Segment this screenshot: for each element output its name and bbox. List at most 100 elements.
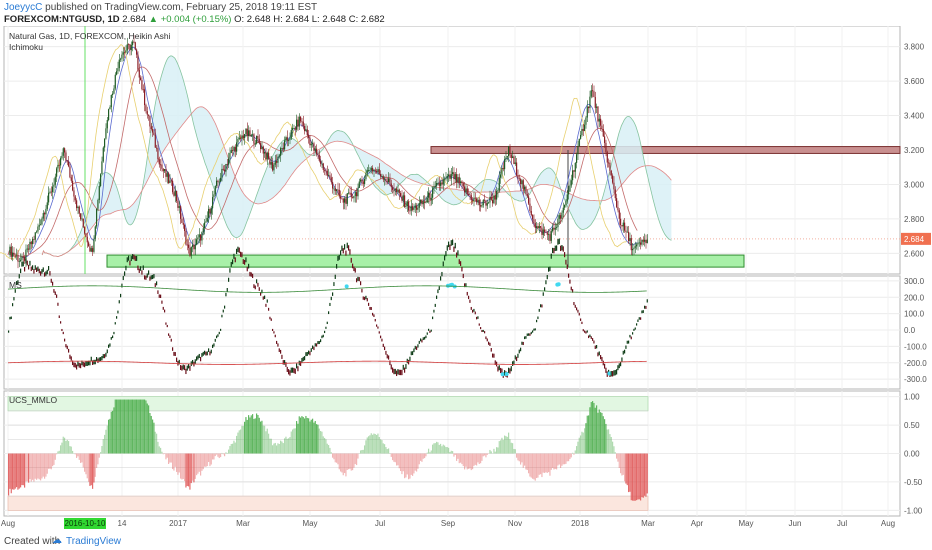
- mmlo-bar-negative: [93, 453, 95, 483]
- bear-candle: [560, 215, 562, 219]
- ms-bar-down: [640, 317, 642, 320]
- tradingview-logo-icon[interactable]: ☁: [52, 535, 62, 546]
- mmlo-bar-negative: [84, 453, 86, 472]
- bull-candle: [576, 154, 578, 163]
- time-tick-label: Nov: [508, 519, 522, 528]
- ms-bar-up: [220, 328, 222, 331]
- ms-bar-up: [42, 267, 44, 272]
- ms-bar-up: [101, 356, 103, 361]
- ms-bar-up: [418, 340, 420, 344]
- ms-tick-label: -200.0: [904, 359, 927, 368]
- mmlo-bar-negative: [54, 453, 56, 460]
- ms-bar-down: [601, 356, 603, 362]
- mmlo-bar-negative: [410, 453, 412, 475]
- bull-candle: [432, 188, 434, 198]
- ms-bar-up: [314, 343, 316, 347]
- ms-bar-down: [565, 259, 567, 265]
- ms-bar-up: [94, 359, 96, 365]
- ms-bar-down: [488, 341, 490, 345]
- bear-candle: [146, 111, 148, 115]
- ms-bar-up: [636, 323, 638, 326]
- tradingview-brand[interactable]: TradingView: [66, 536, 122, 547]
- mmlo-bar-positive: [296, 421, 298, 454]
- bear-candle: [441, 182, 443, 185]
- ms-bar-up: [256, 279, 258, 284]
- bear-candle: [168, 173, 170, 184]
- bull-candle: [641, 239, 643, 245]
- mmlo-bar-negative: [172, 453, 174, 470]
- mmlo-pane-title: UCS_MMLO: [9, 395, 58, 405]
- mmlo-bar-negative: [50, 453, 52, 470]
- ms-bar-up: [445, 251, 447, 257]
- author-link[interactable]: JoeyycC: [4, 2, 43, 13]
- mmlo-bar-negative: [565, 453, 567, 464]
- mmlo-bar-positive: [602, 416, 604, 454]
- ms-bar-up: [450, 240, 452, 246]
- mmlo-bar-positive: [430, 450, 432, 454]
- mmlo-bar-positive: [450, 450, 452, 454]
- mmlo-bar-negative: [194, 453, 196, 479]
- mmlo-bar-negative: [333, 453, 335, 460]
- mmlo-bar-negative: [180, 453, 182, 479]
- ms-bar-down: [566, 264, 568, 270]
- bear-candle: [136, 49, 138, 55]
- bear-candle: [401, 196, 403, 201]
- bull-candle: [564, 204, 566, 208]
- bull-candle: [354, 192, 356, 196]
- ms-bar-up: [534, 328, 536, 331]
- mmlo-bar-positive: [610, 436, 612, 454]
- mmlo-bar-negative: [336, 453, 338, 463]
- ms-bar-down: [138, 268, 140, 273]
- ms-bar-up: [136, 255, 138, 261]
- bear-candle: [301, 121, 303, 123]
- ms-bar-down: [416, 346, 418, 350]
- bear-candle: [329, 175, 331, 178]
- bear-candle: [180, 206, 182, 219]
- bull-candle: [278, 155, 280, 157]
- bear-candle: [28, 248, 30, 250]
- bear-candle: [144, 89, 146, 106]
- ms-bar-down: [144, 275, 146, 280]
- ms-bar-up: [18, 274, 20, 279]
- bear-candle: [22, 256, 24, 258]
- bull-candle: [570, 180, 572, 186]
- ms-bar-down: [309, 351, 311, 356]
- ms-bar-down: [80, 363, 82, 369]
- mmlo-bar-positive: [72, 450, 74, 454]
- chart-area[interactable]: 3.800 3.600 3.400 3.200 3.000 2.800 2.600 300.0…: [0, 25, 932, 534]
- ms-bar-up: [626, 340, 628, 344]
- mmlo-bar-negative: [548, 453, 550, 473]
- mmlo-bar-positive: [510, 442, 512, 454]
- ms-bar-down: [104, 354, 106, 359]
- bull-candle: [578, 138, 580, 147]
- ms-bar-down: [605, 367, 607, 373]
- created-with-text: Created with: [4, 536, 61, 547]
- bull-candle: [250, 134, 252, 137]
- mmlo-bar-positive: [258, 417, 260, 454]
- ms-bar-down: [244, 259, 246, 265]
- time-tick-label: Sep: [441, 519, 456, 528]
- ms-bar-down: [569, 279, 571, 284]
- mmlo-bar-negative: [82, 453, 84, 468]
- ms-bar-up: [122, 275, 124, 281]
- bear-candle: [534, 223, 536, 228]
- ms-bar-up: [224, 305, 226, 309]
- bull-candle: [569, 185, 571, 192]
- ms-bar-down: [44, 272, 46, 277]
- bear-candle: [341, 198, 343, 200]
- bull-candle: [536, 226, 538, 228]
- bull-candle: [425, 202, 427, 203]
- mmlo-bar-negative: [417, 453, 419, 469]
- chart-svg[interactable]: 3.8003.6003.4003.2003.0002.8002.600300.0…: [0, 25, 932, 534]
- bear-candle: [316, 148, 318, 155]
- mmlo-bar-positive: [161, 451, 163, 454]
- mmlo-bar-positive: [288, 438, 290, 454]
- ms-pane[interactable]: [3, 275, 901, 390]
- ms-lower-band: [7, 360, 647, 365]
- bull-candle: [336, 189, 338, 192]
- mmlo-bar-negative: [620, 453, 622, 474]
- bear-candle: [342, 198, 344, 203]
- mmlo-bar-negative: [332, 453, 334, 458]
- mmlo-bar-negative: [642, 453, 644, 498]
- ms-bar-up: [434, 303, 436, 307]
